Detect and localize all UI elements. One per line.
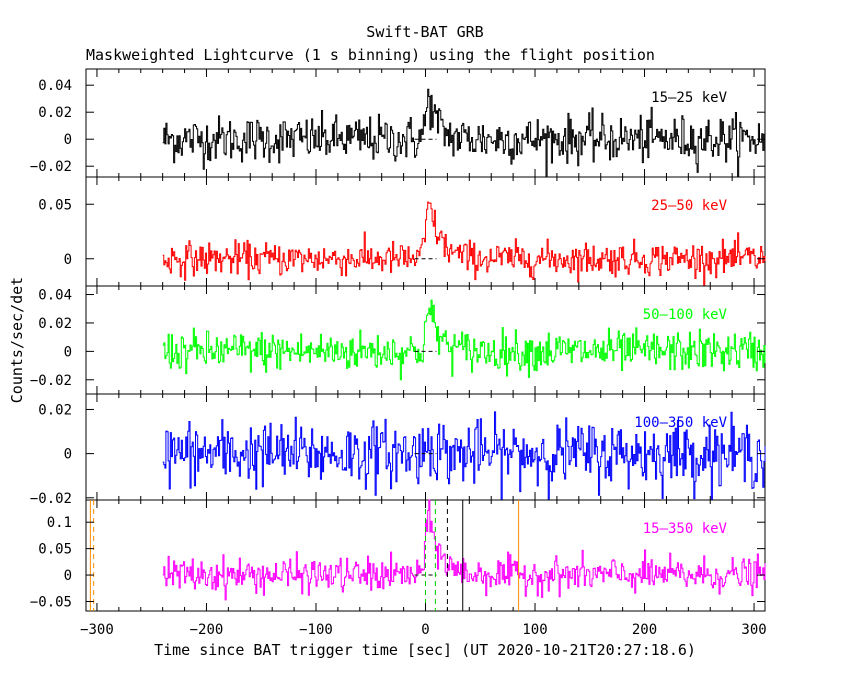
y-tick-label: 0.05 (38, 542, 72, 558)
y-tick-label: 0.04 (38, 78, 72, 94)
y-tick-label: 0.1 (47, 515, 72, 531)
x-tick-label: 100 (522, 622, 547, 638)
band-label: 50–100 keV (643, 307, 728, 323)
series-line-5 (162, 499, 766, 601)
y-tick-label: 0 (64, 568, 72, 584)
y-axis-label: Counts/sec/det (8, 277, 26, 403)
band-label: 100–350 keV (634, 415, 727, 431)
chart-title: Swift-BAT GRB (366, 23, 483, 41)
plot-layer: −0.02 0 0.02 0.04 15–25 keV 0 0.05 25–50 keV −0.… (30, 68, 767, 638)
panel-3: −0.02 0 0.02 0.04 50–100 keV (30, 285, 766, 395)
x-axis-label: Time since BAT trigger time [sec] (UT 20… (154, 641, 696, 659)
y-tick-label: 0.04 (38, 288, 72, 304)
x-tick-label: −300 (80, 622, 114, 638)
panel-2: 0 0.05 25–50 keV (38, 176, 766, 287)
y-tick-label: 0.02 (38, 402, 72, 418)
y-tick-label: −0.02 (30, 491, 72, 507)
panel-4: −0.02 0 0.02 100–350 keV (30, 393, 766, 507)
y-tick-label: 0.02 (38, 105, 72, 121)
band-label: 15–25 keV (651, 90, 727, 106)
y-tick-label: 0 (64, 252, 72, 268)
series-line-1 (162, 88, 766, 178)
x-tick-label: 200 (632, 622, 657, 638)
y-tick-label: −0.02 (30, 159, 72, 175)
band-label: 15–350 keV (643, 521, 728, 537)
panel-1: −0.02 0 0.02 0.04 15–25 keV (30, 68, 766, 178)
y-tick-label: 0 (64, 132, 72, 148)
chart-subtitle: Maskweighted Lightcurve (1 s binning) us… (86, 46, 655, 64)
y-tick-label: −0.05 (30, 594, 72, 610)
series-line-3 (162, 299, 766, 381)
panel-frame (85, 285, 766, 395)
series-line-2 (162, 201, 766, 287)
y-tick-label: −0.02 (30, 373, 72, 389)
x-tick-label: −100 (299, 622, 333, 638)
band-label: 25–50 keV (651, 198, 727, 214)
panel-5: −0.05 0 0.05 0.1 15–350 keV (30, 499, 766, 612)
y-tick-label: 0.02 (38, 316, 72, 332)
x-tick-label: −200 (190, 622, 224, 638)
y-tick-label: 0.05 (38, 197, 72, 213)
y-tick-label: 0 (64, 447, 72, 463)
y-tick-label: 0 (64, 344, 72, 360)
x-tick-label: 0 (421, 622, 429, 638)
series-line-4 (162, 411, 766, 501)
x-tick-label: 300 (741, 622, 766, 638)
